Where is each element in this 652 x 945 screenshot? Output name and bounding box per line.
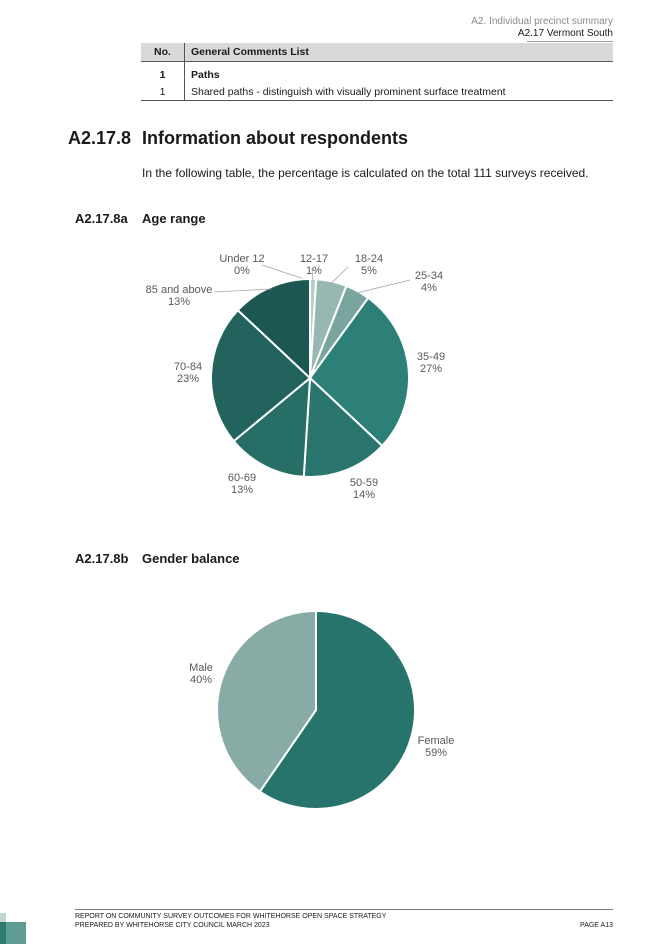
footer-rule	[75, 909, 613, 910]
slice-label: 18-24	[355, 253, 383, 265]
footer-brand-square	[0, 922, 6, 944]
table-group-row: 1 Paths	[141, 61, 613, 83]
table-header-row: No. General Comments List	[141, 43, 613, 62]
col-comments-header: General Comments List	[184, 43, 613, 62]
pie-slice-85-and-above	[236, 277, 311, 381]
slice-value-label: 40%	[190, 674, 212, 686]
slice-value-label: 0%	[234, 265, 250, 277]
section-intro: In the following table, the percentage i…	[142, 166, 589, 180]
slice-value-label: 27%	[420, 363, 442, 375]
slice-label: 50-59	[350, 477, 378, 489]
footer-brand-square	[6, 922, 26, 944]
leader-line	[330, 266, 349, 284]
footer-line1: REPORT ON COMMUNITY SURVEY OUTCOMES FOR …	[75, 913, 387, 920]
row-no: 1	[141, 83, 185, 101]
slice-label: 25-34	[415, 270, 443, 282]
age-section-title: Age range	[142, 211, 206, 226]
gender-section-title: Gender balance	[142, 551, 240, 566]
leader-line	[213, 288, 272, 293]
pie-slice-35-49	[308, 296, 410, 448]
slice-value-label: 1%	[306, 265, 322, 277]
slice-value-label: 14%	[353, 489, 375, 501]
slice-label: 60-69	[228, 472, 256, 484]
slice-label: 35-49	[417, 351, 445, 363]
slice-label: Under 12	[219, 253, 264, 265]
pie-slice-female	[258, 609, 416, 810]
slice-value-label: 23%	[177, 373, 199, 385]
footer-line2: PREPARED BY WHITEHORSE CITY COUNCIL MARC…	[75, 922, 270, 929]
slice-label: 12-17	[300, 253, 328, 265]
section-title: Information about respondents	[142, 128, 409, 148]
slice-label: Male	[189, 662, 213, 674]
footer-brand-square	[0, 913, 6, 922]
slice-value-label: 5%	[361, 265, 377, 277]
leader-line	[311, 267, 314, 282]
age-section-number: A2.17.8a	[75, 211, 128, 226]
col-no-header: No.	[141, 43, 185, 62]
slice-value-label: 13%	[168, 296, 190, 308]
row-text: Shared paths - distinguish with visually…	[184, 83, 613, 101]
slice-label: Female	[418, 735, 455, 747]
header-rule	[527, 41, 613, 42]
comments-table: No. General Comments List 1 Paths 1 Shar…	[141, 43, 613, 101]
group-no: 1	[141, 61, 185, 83]
pie-slice-male	[216, 609, 317, 793]
table-row: 1 Shared paths - distinguish with visual…	[141, 83, 613, 101]
slice-value-label: 13%	[231, 484, 253, 496]
slice-label: 70-84	[174, 361, 202, 373]
footer-page: PAGE A13	[580, 922, 613, 929]
slice-value-label: 59%	[425, 747, 447, 759]
pie-slice-50-59	[302, 375, 384, 478]
section-number: A2.17.8	[68, 128, 132, 148]
slice-label: 85 and above	[146, 284, 213, 296]
gender-section-number: A2.17.8b	[75, 551, 129, 566]
group-label: Paths	[191, 68, 220, 81]
header-subsection: A2.17 Vermont South	[517, 28, 613, 39]
slice-value-label: 4%	[421, 282, 437, 294]
header-section: A2. Individual precinct summary	[471, 16, 613, 27]
pie-slice-60-69	[232, 375, 312, 478]
leader-line	[356, 279, 411, 294]
pie-slice-70-84	[210, 308, 312, 443]
